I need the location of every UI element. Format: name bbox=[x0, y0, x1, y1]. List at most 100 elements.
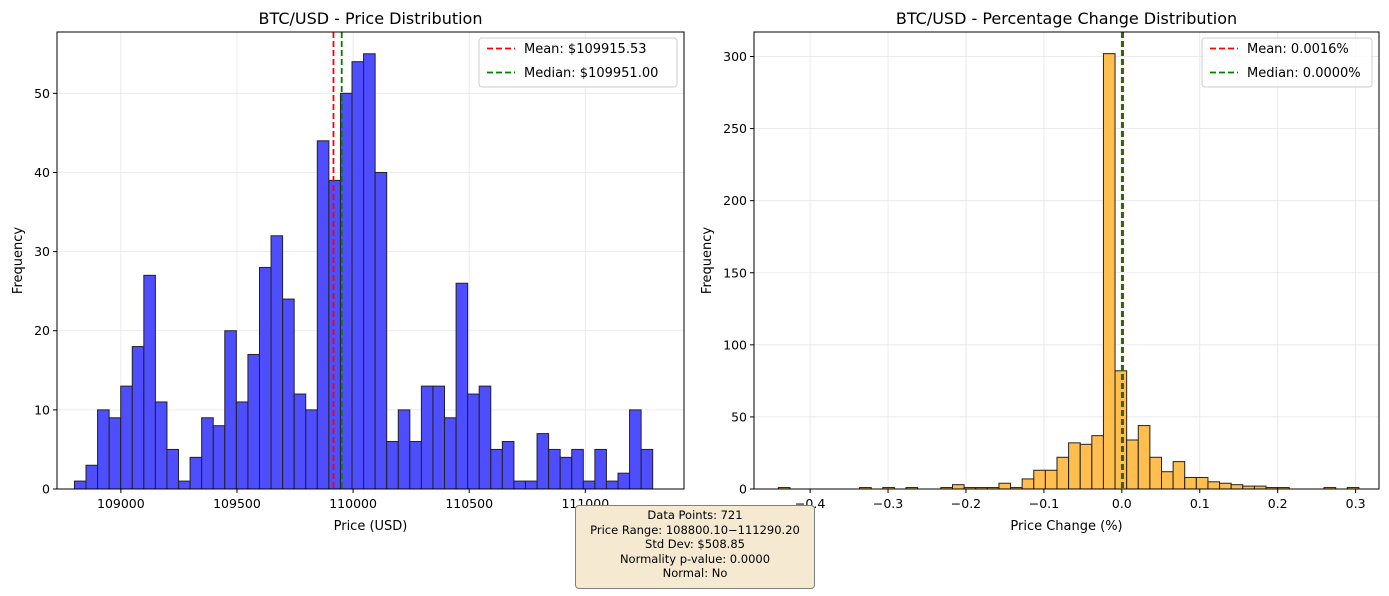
histogram-bar bbox=[293, 393, 307, 490]
histogram-bar bbox=[386, 441, 399, 490]
histogram-bar bbox=[1149, 456, 1162, 490]
x-axis-label: Price (USD) bbox=[334, 519, 408, 534]
histogram-bar bbox=[1207, 481, 1221, 490]
histogram-bar bbox=[1230, 484, 1244, 490]
y-tick-label: 50 bbox=[34, 86, 50, 101]
histogram-bar bbox=[1160, 471, 1174, 490]
x-tick-label: −0.3 bbox=[873, 496, 903, 511]
histogram-bar bbox=[1079, 443, 1093, 490]
price-distribution-chart: 109000 109500 110000 110500 111000 010203040… bbox=[11, 9, 685, 534]
histogram-bars bbox=[73, 53, 654, 490]
legend-mean-label: Mean: 0.0016% bbox=[1247, 42, 1349, 57]
percentage-change-chart: −0.4 −0.3 −0.2 −0.1 0.0 0.1 0.2 0.3 05010015020… bbox=[700, 9, 1380, 534]
x-tick-label: 109500 bbox=[213, 496, 261, 511]
y-tick-label: 10 bbox=[34, 402, 50, 417]
plot-frame bbox=[56, 31, 685, 490]
histogram-bar bbox=[85, 464, 99, 490]
histogram-bar bbox=[258, 266, 272, 490]
histogram-bar bbox=[640, 448, 654, 490]
y-tick-label: 0 bbox=[42, 482, 50, 497]
histogram-bar bbox=[1172, 461, 1186, 490]
grid bbox=[754, 32, 1379, 490]
stat-normal: Normal: No bbox=[662, 566, 728, 580]
y-tick-label: 50 bbox=[731, 409, 747, 424]
x-tick-label: 0.1 bbox=[1190, 496, 1210, 511]
histogram-bar bbox=[143, 274, 156, 490]
histogram-bar bbox=[316, 140, 330, 490]
histogram-bar bbox=[478, 385, 492, 490]
histogram-bar bbox=[397, 409, 411, 490]
stat-price-range: Price Range: 108800.10−111290.20 bbox=[590, 522, 800, 537]
histogram-bar bbox=[444, 417, 457, 490]
histogram-bar bbox=[1021, 478, 1035, 490]
histogram-bar bbox=[108, 417, 122, 490]
histogram-bar bbox=[548, 448, 561, 490]
y-axis-label: Frequency bbox=[700, 227, 715, 294]
x-ticks: 109000 109500 110000 110500 111000 bbox=[97, 489, 609, 511]
histogram-bar bbox=[1056, 456, 1070, 490]
legend-mean-label: Mean: $109915.53 bbox=[524, 42, 647, 57]
histogram-bar bbox=[513, 480, 526, 490]
x-tick-label: −0.2 bbox=[951, 496, 981, 511]
histogram-bar bbox=[97, 409, 110, 490]
histogram-bar bbox=[1091, 435, 1104, 490]
histogram-bar bbox=[420, 385, 434, 490]
histogram-bar bbox=[582, 480, 596, 490]
y-tick-label: 200 bbox=[723, 193, 747, 208]
histogram-bar bbox=[73, 480, 87, 490]
y-tick-label: 300 bbox=[723, 49, 747, 64]
histogram-bar bbox=[166, 448, 180, 490]
histogram-bar bbox=[282, 298, 295, 490]
histogram-bar bbox=[224, 330, 237, 490]
histogram-bar bbox=[1184, 476, 1197, 490]
histogram-bar bbox=[490, 448, 503, 490]
x-tick-label: 0.2 bbox=[1268, 496, 1288, 511]
histogram-bar bbox=[617, 472, 631, 490]
x-axis-label: Price Change (%) bbox=[1010, 519, 1122, 534]
x-tick-label: 0.0 bbox=[1112, 496, 1132, 511]
histogram-bar bbox=[951, 484, 965, 490]
y-ticks: 0 10 20 30 40 50 bbox=[34, 86, 57, 497]
y-tick-label: 30 bbox=[34, 244, 50, 259]
histogram-bars bbox=[777, 53, 1360, 490]
histogram-bar bbox=[559, 456, 573, 490]
chart-title: BTC/USD - Price Distribution bbox=[259, 9, 483, 28]
y-tick-label: 0 bbox=[739, 482, 747, 497]
histogram-bar bbox=[201, 417, 214, 490]
stat-std-dev: Std Dev: $508.85 bbox=[645, 537, 745, 551]
histogram-bar bbox=[1219, 482, 1232, 490]
reference-lines bbox=[1120, 32, 1124, 489]
y-tick-label: 150 bbox=[723, 265, 747, 280]
x-tick-label: 0.3 bbox=[1346, 496, 1366, 511]
reference-lines bbox=[332, 32, 343, 489]
legend: Mean: 0.0016% Median: 0.0000% bbox=[1201, 37, 1373, 88]
histogram-bar bbox=[536, 433, 550, 490]
histogram-bar bbox=[212, 425, 226, 490]
histogram-bar bbox=[305, 409, 318, 490]
histogram-bar bbox=[998, 482, 1012, 490]
chart-title: BTC/USD - Percentage Change Distribution bbox=[896, 9, 1237, 28]
legend-median-label: Median: 0.0000% bbox=[1247, 66, 1361, 81]
histogram-bar bbox=[1126, 439, 1139, 490]
legend-box bbox=[478, 37, 678, 88]
y-ticks: 0 50 100 150 200 250 300 bbox=[723, 49, 754, 497]
histogram-bar bbox=[154, 401, 168, 490]
histogram-bar bbox=[524, 480, 538, 490]
plot-frame bbox=[753, 31, 1380, 490]
histogram-bar bbox=[374, 171, 388, 490]
histogram-bar bbox=[1114, 370, 1128, 490]
histogram-bar bbox=[455, 282, 469, 490]
histogram-bar bbox=[1137, 425, 1151, 490]
legend: Mean: $109915.53 Median: $109951.00 bbox=[478, 37, 678, 88]
histogram-bar bbox=[351, 61, 365, 490]
histogram-bar bbox=[270, 235, 284, 490]
legend-median-label: Median: $109951.00 bbox=[524, 66, 658, 81]
histogram-bar bbox=[178, 480, 191, 490]
histogram-bar bbox=[1044, 469, 1058, 490]
histogram-bar bbox=[467, 393, 480, 490]
y-axis-label: Frequency bbox=[11, 227, 26, 294]
histogram-bar bbox=[1068, 442, 1081, 490]
histogram-bar bbox=[131, 346, 145, 490]
y-tick-label: 100 bbox=[723, 337, 747, 352]
